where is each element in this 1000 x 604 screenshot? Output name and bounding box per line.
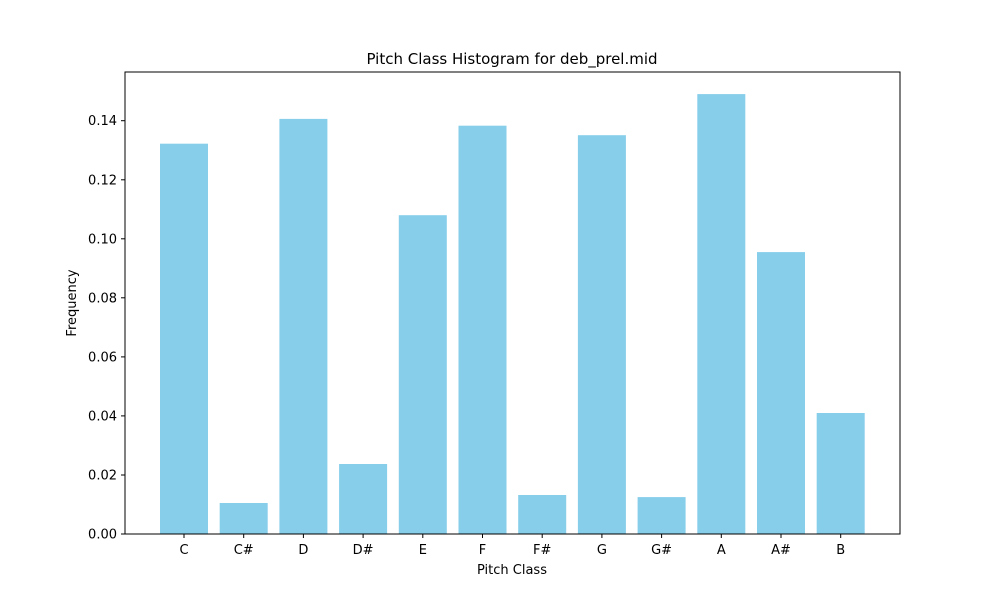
- x-tick-label: D#: [353, 543, 374, 558]
- bar-g-sharp: [637, 497, 686, 534]
- x-tick-label: D: [298, 543, 308, 558]
- bar-c: [160, 143, 208, 534]
- y-tick-label: 0.10: [88, 232, 117, 247]
- x-tick-label: C: [179, 543, 188, 558]
- y-tick-label: 0.00: [88, 528, 117, 543]
- bar-f-sharp: [518, 495, 567, 534]
- x-axis-label: Pitch Class: [477, 563, 547, 578]
- y-tick-label: 0.14: [88, 114, 117, 129]
- y-tick-label: 0.06: [88, 350, 117, 365]
- bar-b: [816, 413, 865, 534]
- bar-c-sharp: [219, 503, 268, 534]
- x-tick-label: G#: [651, 543, 672, 558]
- y-tick-label: 0.08: [88, 291, 117, 306]
- bar-f: [458, 125, 507, 534]
- y-axis-label: Frequency: [65, 269, 80, 336]
- bar-a: [697, 94, 746, 534]
- x-tick-label: F: [479, 543, 486, 558]
- x-tick-label: E: [419, 543, 427, 558]
- bar-g: [577, 135, 626, 534]
- bar-d-sharp: [339, 464, 388, 534]
- x-tick-label: C#: [234, 543, 254, 558]
- bar-a-sharp: [757, 252, 805, 534]
- bar-e: [398, 215, 447, 534]
- x-tick-label: A: [717, 543, 726, 558]
- x-tick-label: A#: [771, 543, 791, 558]
- bars-layer: [160, 94, 865, 535]
- plot-frame: [124, 71, 901, 535]
- y-axis: 0.00 0.02 0.04 0.06 0.08 0.10 0.12 0.14: [88, 114, 125, 543]
- x-tick-label: B: [836, 543, 845, 558]
- bar-d: [279, 118, 328, 535]
- x-tick-label: F#: [533, 543, 551, 558]
- y-tick-label: 0.04: [88, 409, 117, 424]
- x-axis: C C# D D# E F F# G G# A A# B: [179, 534, 845, 558]
- x-tick-label: G: [597, 543, 607, 558]
- y-tick-label: 0.12: [88, 173, 117, 188]
- chart-title: Pitch Class Histogram for deb_prel.mid: [366, 50, 657, 69]
- y-tick-label: 0.02: [88, 469, 117, 484]
